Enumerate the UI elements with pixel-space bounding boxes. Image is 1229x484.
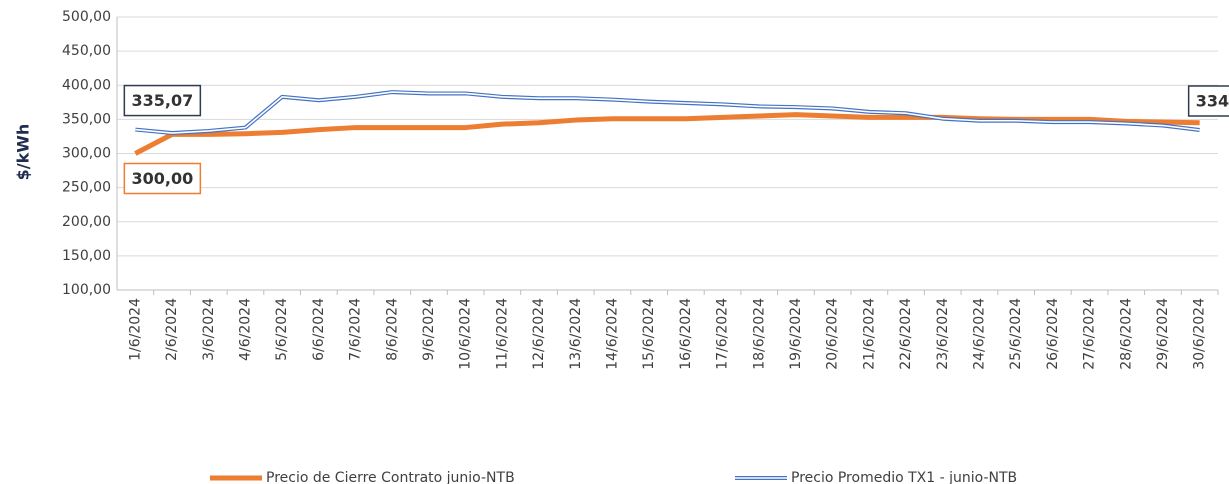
x-tick-label: 26/6/2024	[1045, 298, 1061, 370]
y-tick-label: 450,00	[62, 43, 111, 59]
x-tick-label: 15/6/2024	[641, 298, 657, 370]
legend-label: Precio Promedio TX1 - junio-NTB	[791, 470, 1017, 484]
y-axis-label: $/kWh	[14, 124, 33, 181]
x-tick-label: 18/6/2024	[751, 298, 767, 370]
x-tick-label: 1/6/2024	[127, 298, 143, 361]
x-tick-label: 19/6/2024	[788, 298, 804, 370]
value-label-box	[1187, 85, 1229, 117]
x-tick-label: 11/6/2024	[494, 298, 510, 370]
x-tick-label: 25/6/2024	[1008, 298, 1024, 370]
y-tick-label: 200,00	[62, 214, 111, 230]
value-label: 334,44	[1196, 91, 1229, 110]
value-label: 335,07	[131, 91, 193, 110]
x-tick-label: 6/6/2024	[311, 298, 327, 361]
x-tick-label: 21/6/2024	[861, 298, 877, 370]
x-tick-label: 4/6/2024	[237, 298, 253, 361]
y-tick-label: 150,00	[62, 248, 111, 264]
y-tick-label: 250,00	[62, 180, 111, 196]
legend-label: Precio de Cierre Contrato junio-NTB	[266, 470, 515, 484]
x-tick-label: 12/6/2024	[531, 298, 547, 370]
x-tick-label: 13/6/2024	[568, 298, 584, 370]
x-tick-label: 8/6/2024	[384, 298, 400, 361]
y-tick-label: 400,00	[62, 77, 111, 93]
x-tick-label: 29/6/2024	[1155, 298, 1171, 370]
x-tick-label: 28/6/2024	[1118, 298, 1134, 370]
x-tick-label: 23/6/2024	[935, 298, 951, 370]
x-tick-label: 30/6/2024	[1192, 298, 1208, 370]
value-label-box	[123, 84, 202, 117]
y-tick-label: 100,00	[62, 282, 111, 298]
x-tick-label: 2/6/2024	[164, 298, 180, 361]
x-tick-label: 14/6/2024	[604, 298, 620, 370]
x-tick-label: 17/6/2024	[715, 298, 731, 370]
series-line-inner	[135, 91, 1200, 134]
x-tick-label: 24/6/2024	[971, 298, 987, 370]
y-tick-label: 500,00	[62, 9, 111, 25]
y-tick-label: 300,00	[62, 146, 111, 162]
value-label-box	[123, 162, 202, 195]
x-tick-label: 22/6/2024	[898, 298, 914, 370]
x-tick-label: 7/6/2024	[348, 298, 364, 361]
y-tick-label: 350,00	[62, 111, 111, 127]
x-tick-label: 9/6/2024	[421, 298, 437, 361]
x-tick-label: 27/6/2024	[1082, 298, 1098, 370]
x-tick-label: 10/6/2024	[458, 298, 474, 370]
x-tick-label: 16/6/2024	[678, 298, 694, 370]
x-tick-label: 20/6/2024	[825, 298, 841, 370]
x-tick-label: 3/6/2024	[201, 298, 217, 361]
value-label: 300,00	[131, 169, 193, 188]
x-tick-label: 5/6/2024	[274, 298, 290, 361]
